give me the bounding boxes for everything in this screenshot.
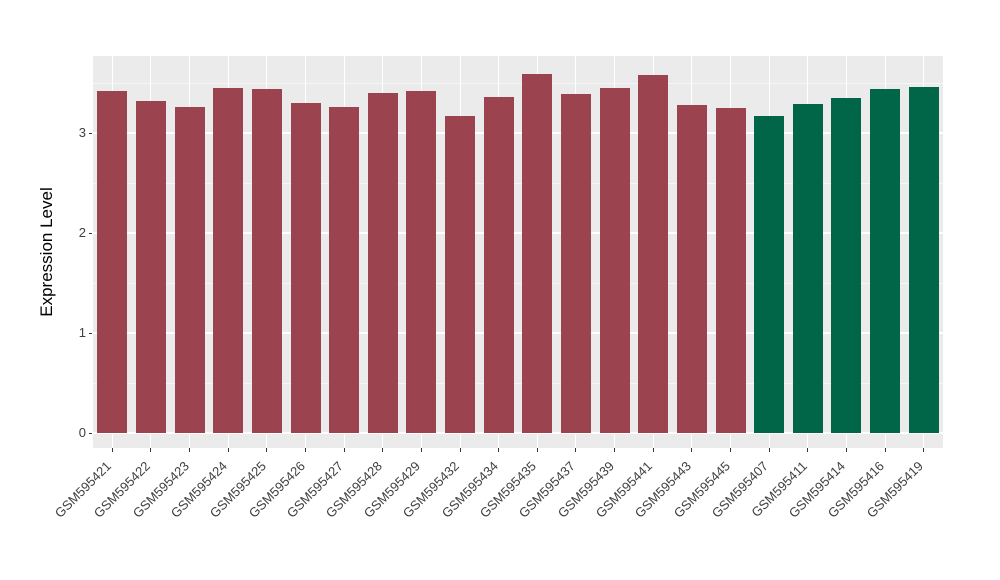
bar-GSM595435 (522, 74, 553, 433)
x-tick-mark-GSM595434 (498, 448, 500, 452)
bar-GSM595429 (406, 91, 437, 433)
y-tick-label: 3 (78, 125, 86, 140)
bar-GSM595416 (870, 89, 901, 433)
gridline-major-y3 (93, 132, 943, 134)
x-tick-mark-GSM595432 (459, 448, 461, 452)
bar-GSM595411 (792, 104, 823, 433)
bar-GSM595445 (715, 108, 746, 433)
gridline-major-y1 (93, 332, 943, 334)
y-tick-mark-1 (89, 333, 92, 334)
x-tick-mark-GSM595421 (111, 448, 113, 452)
x-tick-mark-GSM595443 (691, 448, 693, 452)
x-tick-mark-GSM595427 (343, 448, 345, 452)
gridline-minor-y1.5 (93, 282, 943, 284)
bar-GSM595439 (599, 88, 630, 433)
y-tick-label: 0 (78, 425, 86, 440)
bar-GSM595407 (754, 116, 785, 433)
gridline-minor-y0.5 (93, 382, 943, 384)
bar-GSM595419 (908, 87, 939, 433)
bar-GSM595422 (135, 101, 166, 433)
x-tick-mark-GSM595426 (305, 448, 306, 452)
x-tick-mark-GSM595416 (884, 448, 886, 452)
y-tick-label: 2 (78, 225, 86, 240)
bar-GSM595423 (174, 107, 205, 433)
bar-GSM595426 (290, 103, 321, 433)
bar-GSM595424 (213, 88, 244, 433)
bar-GSM595414 (831, 98, 862, 433)
bar-GSM595425 (251, 89, 282, 433)
x-tick-mark-GSM595441 (652, 448, 654, 452)
x-tick-mark-GSM595422 (150, 448, 152, 452)
bar-GSM595428 (367, 93, 398, 433)
gridline-major-y0 (93, 432, 943, 434)
bar-GSM595437 (560, 94, 591, 433)
y-tick-mark-2 (89, 233, 92, 234)
gridline-minor-y3.5 (93, 82, 943, 84)
x-tick-mark-GSM595407 (768, 448, 770, 452)
x-tick-mark-GSM595425 (266, 448, 268, 452)
x-tick-mark-GSM595411 (807, 448, 809, 452)
plot-panel (93, 56, 943, 448)
bar-GSM595443 (676, 105, 707, 433)
x-tick-mark-GSM595424 (227, 448, 229, 452)
gridline-major-y2 (93, 232, 943, 234)
x-tick-mark-GSM595429 (420, 448, 422, 452)
bar-GSM595432 (445, 116, 476, 433)
x-tick-mark-GSM595419 (923, 448, 925, 452)
x-tick-mark-GSM595437 (575, 448, 577, 452)
bar-GSM595434 (483, 97, 514, 433)
gridline-minor-y2.5 (93, 182, 943, 184)
x-tick-mark-GSM595414 (845, 448, 847, 452)
bar-GSM595427 (329, 107, 360, 433)
x-tick-mark-GSM595439 (614, 448, 616, 452)
y-tick-mark-3 (89, 133, 92, 134)
y-axis-title: Expression Level (37, 187, 56, 317)
x-tick-mark-GSM595445 (730, 448, 731, 452)
x-tick-mark-GSM595428 (382, 448, 384, 452)
bar-GSM595441 (638, 75, 669, 433)
x-tick-mark-GSM595423 (189, 448, 191, 452)
y-tick-mark-0 (89, 433, 92, 434)
x-tick-mark-GSM595435 (536, 448, 538, 452)
bar-GSM595421 (97, 91, 128, 433)
y-tick-label: 1 (78, 325, 86, 340)
